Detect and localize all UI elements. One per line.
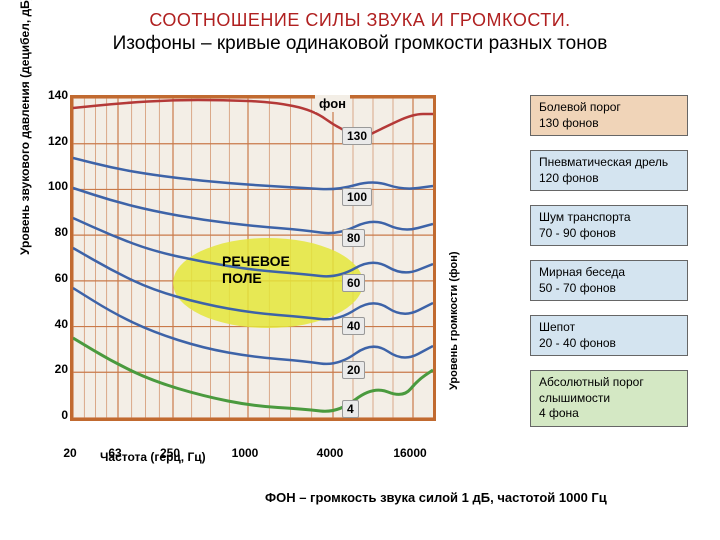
phon-value-box: 100 — [342, 188, 372, 206]
x-tick: 4000 — [317, 446, 344, 460]
title-sub: Изофоны – кривые одинаковой громкости ра… — [0, 33, 720, 55]
phon-value-box: 20 — [342, 361, 365, 379]
footnote: ФОН – громкость звука силой 1 дБ, частот… — [265, 490, 607, 505]
legend-box: Абсолютный порог слышимости 4 фона — [530, 370, 688, 427]
phon-value-box: 130 — [342, 127, 372, 145]
legend-box: Мирная беседа 50 - 70 фонов — [530, 260, 688, 301]
y-tick: 20 — [40, 362, 68, 376]
speech-field-label: РЕЧЕВОЕ ПОЛЕ — [222, 253, 290, 287]
right-axis-label: Уровень громкости (фон) — [448, 252, 460, 391]
x-tick: 16000 — [393, 446, 426, 460]
phon-value-box: 60 — [342, 274, 365, 292]
phon-value-box: 80 — [342, 229, 365, 247]
y-tick: 120 — [40, 134, 68, 148]
y-tick: 100 — [40, 179, 68, 193]
x-tick: 20 — [63, 446, 76, 460]
title-main: СООТНОШЕНИЕ СИЛЫ ЗВУКА И ГРОМКОСТИ. — [0, 10, 720, 31]
phon-value-box: 4 — [342, 400, 359, 418]
legend-box: Шепот 20 - 40 фонов — [530, 315, 688, 356]
x-tick: 1000 — [232, 446, 259, 460]
legend-box: Пневматическая дрель 120 фонов — [530, 150, 688, 191]
y-tick: 60 — [40, 271, 68, 285]
y-axis-label: Уровень звукового давления (децибел, дБ) — [18, 0, 32, 255]
y-tick: 0 — [40, 408, 68, 422]
speech-field-line2: ПОЛЕ — [222, 270, 262, 286]
speech-field-line1: РЕЧЕВОЕ — [222, 253, 290, 269]
phon-top-label: фон — [315, 95, 350, 112]
chart-area: Уровень звукового давления (децибел, дБ)… — [70, 95, 436, 426]
legend-box: Шум транспорта 70 - 90 фонов — [530, 205, 688, 246]
y-tick: 40 — [40, 317, 68, 331]
legend-box: Болевой порог 130 фонов — [530, 95, 688, 136]
y-tick: 140 — [40, 88, 68, 102]
x-axis-label: Частота (герц, Гц) — [100, 450, 206, 464]
y-tick: 80 — [40, 225, 68, 239]
phon-value-box: 40 — [342, 317, 365, 335]
